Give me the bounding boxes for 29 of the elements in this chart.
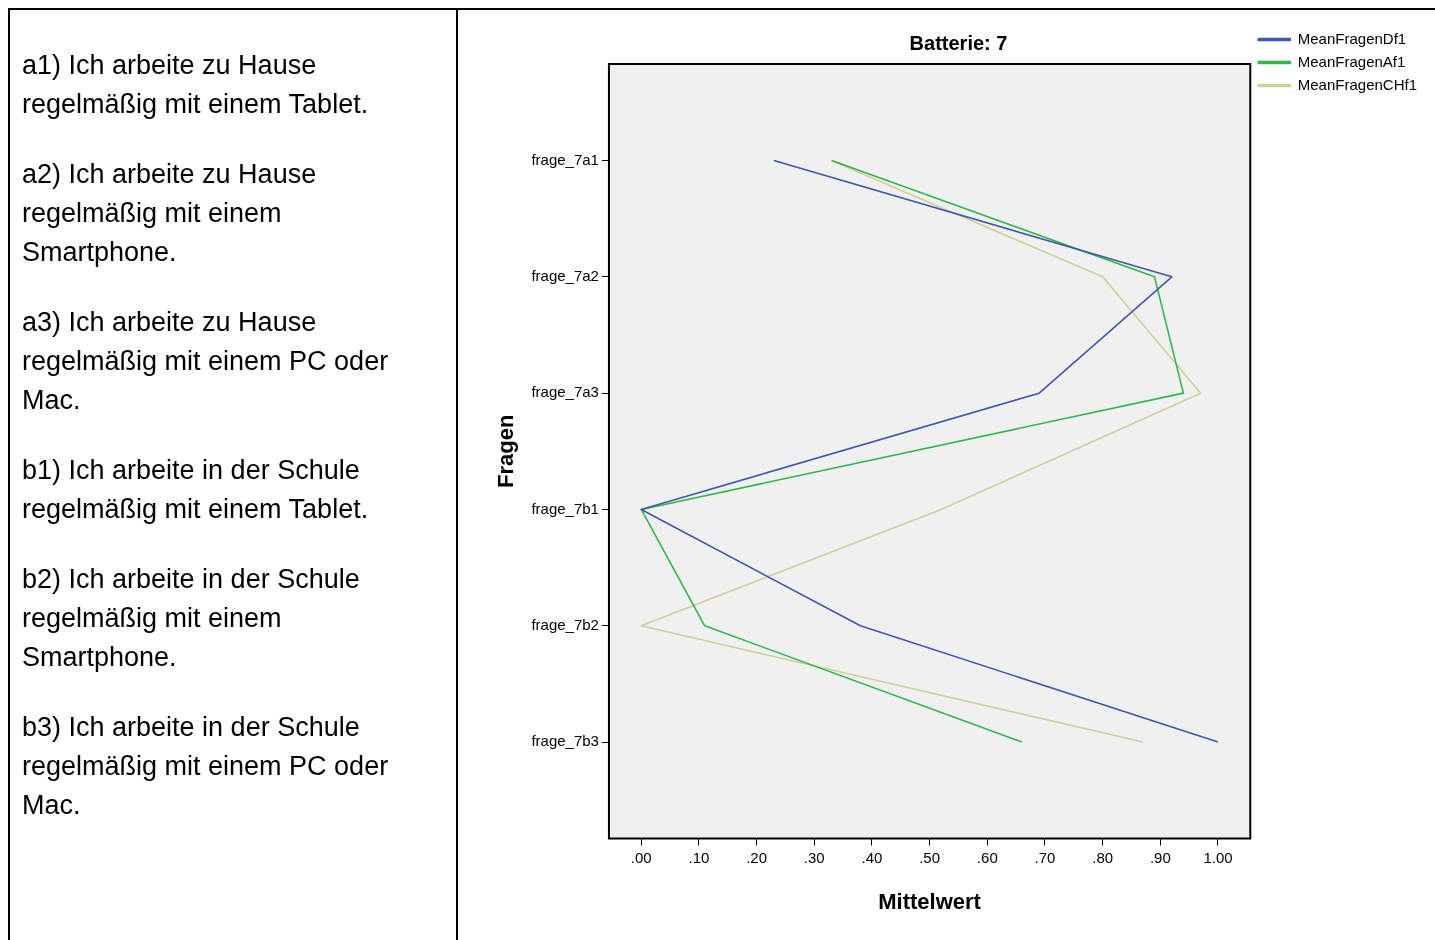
- x-tick-label: .30: [803, 848, 825, 866]
- text: b2) Ich arbeite in der Schule regelmäßig mit einem Smartphone.: [22, 563, 361, 674]
- y-tick-label: frage_7a1: [531, 150, 599, 168]
- x-tick-label: .10: [688, 848, 710, 866]
- x-tick-label: 1.00: [1203, 848, 1233, 866]
- x-tick-label: .90: [1149, 848, 1171, 866]
- legend-label: MeanFragenDf1: [1297, 29, 1407, 47]
- x-tick-label: .40: [861, 848, 883, 866]
- y-tick-label: frage_7a3: [531, 383, 599, 401]
- y-axis-title: Fragen: [493, 414, 519, 488]
- text: b3) Ich arbeite in der Schule regelmäßig mit einem PC oder Mac.: [22, 711, 390, 822]
- legend-label: MeanFragenAf1: [1297, 52, 1406, 70]
- x-tick-label: .50: [919, 848, 941, 866]
- chart-title: Batterie: 7: [909, 31, 1008, 54]
- x-axis-title: Mittelwert: [878, 888, 982, 914]
- x-tick-label: .60: [976, 848, 998, 866]
- y-tick-label: frage_7b1: [531, 499, 599, 517]
- x-tick-label: .70: [1034, 848, 1056, 866]
- y-tick-label: frage_7a2: [531, 266, 599, 284]
- text: a1) Ich arbeite zu Hause regelmäßig mit einem Tablet.: [22, 49, 370, 121]
- text: a3) Ich arbeite zu Hause regelmäßig mit einem PC oder Mac.: [22, 306, 390, 417]
- x-tick-label: .00: [630, 848, 652, 866]
- x-tick-label: .80: [1092, 848, 1114, 866]
- x-tick-label: .20: [746, 848, 768, 866]
- text: a2) Ich arbeite zu Hause regelmäßig mit einem Smartphone.: [22, 158, 318, 269]
- y-tick-label: frage_7b2: [531, 615, 599, 633]
- y-tick-label: frage_7b3: [531, 732, 599, 750]
- text: b1) Ich arbeite in der Schule regelmäßig mit einem Tablet.: [22, 454, 370, 526]
- legend-label: MeanFragenCHf1: [1297, 75, 1418, 93]
